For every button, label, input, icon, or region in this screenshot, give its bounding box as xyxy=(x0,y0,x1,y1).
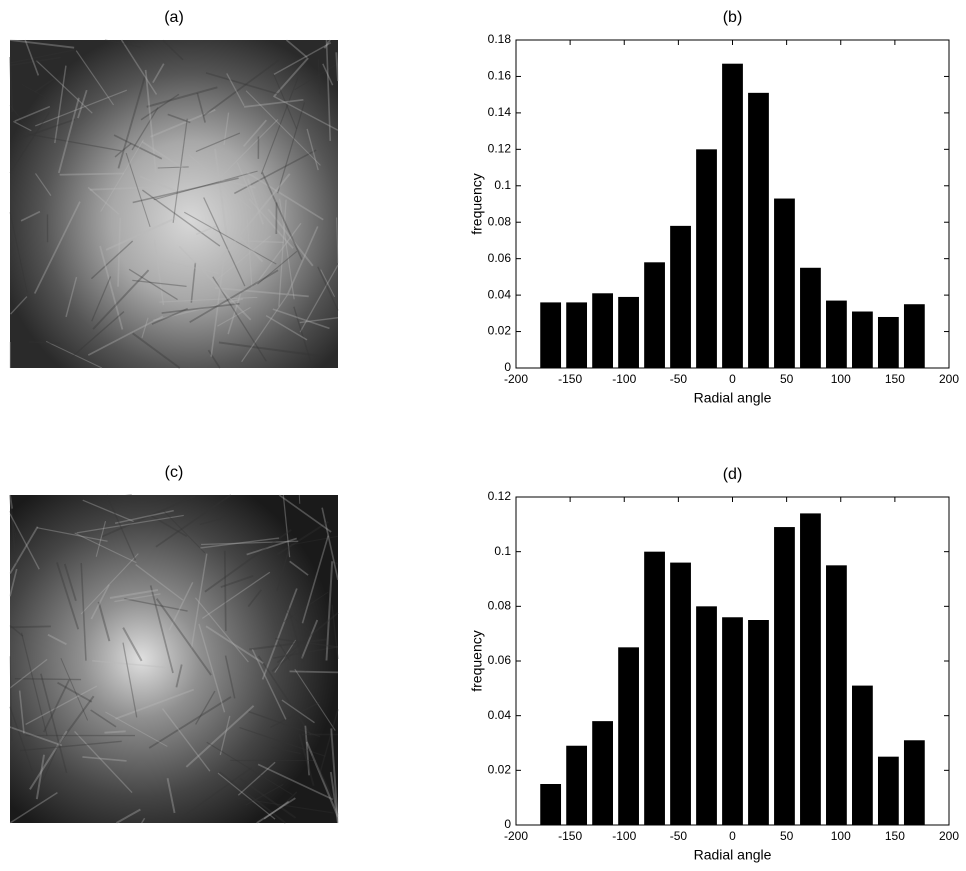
chart-title: (b) xyxy=(723,9,743,26)
bar xyxy=(540,784,561,825)
y-tick-label: 0.02 xyxy=(488,324,512,338)
bar xyxy=(592,293,613,368)
y-axis-label: frequency xyxy=(469,173,485,234)
y-tick-label: 0.12 xyxy=(488,489,512,503)
bar xyxy=(696,149,717,368)
bar xyxy=(800,513,821,825)
bar xyxy=(748,93,769,368)
y-tick-label: 0.06 xyxy=(488,653,512,667)
y-tick-label: 0.14 xyxy=(488,105,512,119)
y-tick-label: 0.06 xyxy=(488,251,512,265)
image-title: (a) xyxy=(164,9,184,26)
bar xyxy=(722,64,743,368)
bar xyxy=(722,617,743,825)
bar xyxy=(878,757,899,825)
y-tick-label: 0.02 xyxy=(488,763,512,777)
y-tick-label: 0.12 xyxy=(488,142,512,156)
y-tick-label: 0.08 xyxy=(488,214,512,228)
image-title: (c) xyxy=(165,464,184,481)
bar xyxy=(618,647,639,825)
x-tick-label: -50 xyxy=(670,372,688,386)
x-tick-label: 100 xyxy=(831,372,851,386)
y-tick-label: 0.1 xyxy=(494,178,511,192)
fiber xyxy=(225,551,226,631)
bar xyxy=(592,721,613,825)
bar xyxy=(878,317,899,368)
bar xyxy=(566,746,587,825)
mammogram-image xyxy=(10,40,338,368)
x-axis-label: Radial angle xyxy=(694,390,772,406)
bar xyxy=(904,304,925,368)
bar xyxy=(540,302,561,368)
y-tick-label: 0.08 xyxy=(488,599,512,613)
bar xyxy=(852,312,873,368)
x-tick-label: 200 xyxy=(939,372,959,386)
x-tick-label: -100 xyxy=(612,829,636,843)
bar xyxy=(644,552,665,825)
x-tick-label: -200 xyxy=(504,372,528,386)
x-tick-label: 150 xyxy=(885,829,905,843)
x-tick-label: -100 xyxy=(612,372,636,386)
bar xyxy=(618,297,639,368)
bar xyxy=(670,226,691,368)
x-tick-label: 150 xyxy=(885,372,905,386)
fiber xyxy=(15,679,81,680)
figure: (a) (c) -200 -150 -100 -50 0 50 100 150 200 0 0.02… xyxy=(0,0,966,871)
y-tick-label: 0.04 xyxy=(488,287,512,301)
page: (a) (c) -200 -150 -100 -50 0 50 100 150 200 0 0.02… xyxy=(0,0,966,871)
x-tick-label: -50 xyxy=(670,829,688,843)
bar xyxy=(904,740,925,825)
y-tick-label: 0 xyxy=(504,360,511,374)
x-tick-label: 200 xyxy=(939,829,959,843)
x-tick-label: 0 xyxy=(729,372,736,386)
x-tick-label: -200 xyxy=(504,829,528,843)
y-tick-label: 0.16 xyxy=(488,69,512,83)
bar xyxy=(826,301,847,368)
bar xyxy=(800,268,821,368)
x-tick-label: 50 xyxy=(780,372,794,386)
y-tick-label: 0.04 xyxy=(488,708,512,722)
x-tick-label: -150 xyxy=(558,372,582,386)
bar xyxy=(696,606,717,825)
bar xyxy=(774,199,795,368)
x-tick-label: 100 xyxy=(831,829,851,843)
bar xyxy=(748,620,769,825)
y-tick-label: 0.18 xyxy=(488,32,512,46)
y-tick-label: 0 xyxy=(504,817,511,831)
bar xyxy=(644,262,665,368)
bar xyxy=(566,302,587,368)
y-tick-label: 0.1 xyxy=(494,544,511,558)
x-axis-label: Radial angle xyxy=(694,847,772,863)
chart-title: (d) xyxy=(723,466,743,483)
bar xyxy=(670,563,691,825)
bar xyxy=(826,565,847,825)
bar xyxy=(774,527,795,825)
y-axis-label: frequency xyxy=(469,630,485,691)
x-tick-label: 0 xyxy=(729,829,736,843)
x-tick-label: -150 xyxy=(558,829,582,843)
bar xyxy=(852,686,873,825)
fiber xyxy=(10,626,51,627)
x-tick-label: 50 xyxy=(780,829,794,843)
